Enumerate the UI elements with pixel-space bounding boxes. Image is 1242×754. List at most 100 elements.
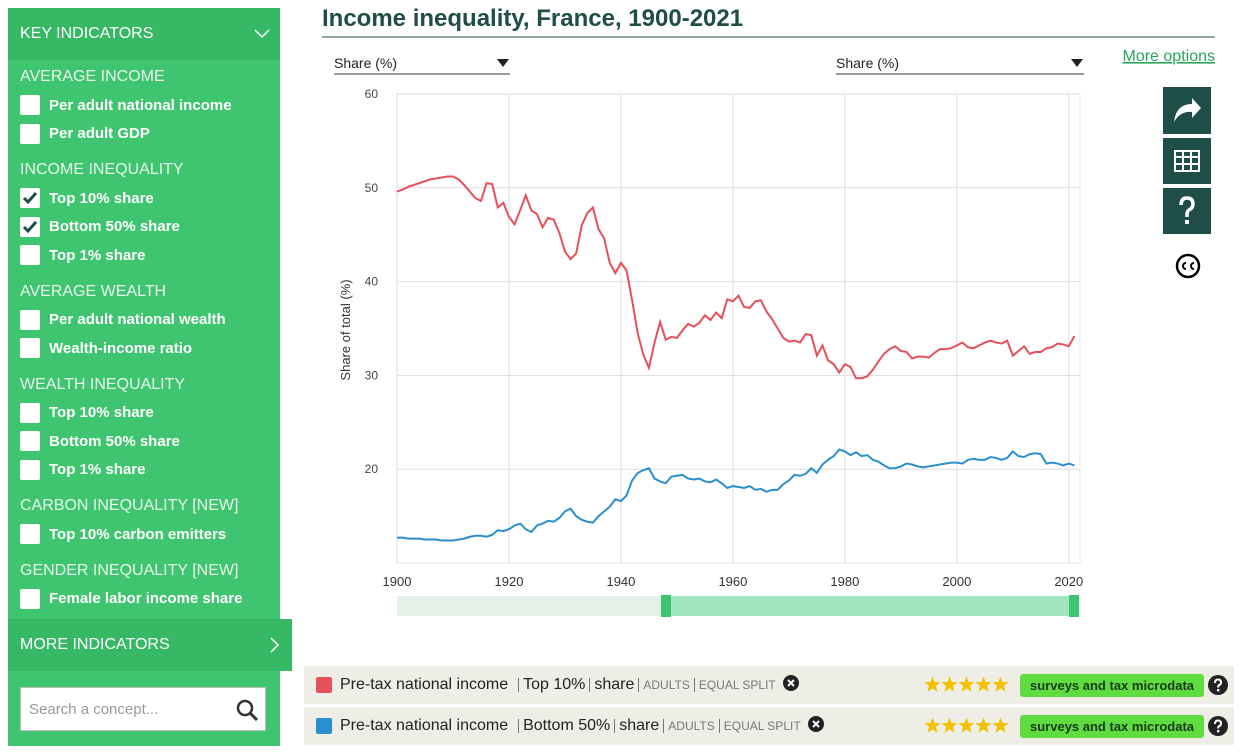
help-button[interactable] bbox=[1208, 675, 1228, 700]
range-handle[interactable] bbox=[1069, 595, 1079, 617]
key-indicators-header[interactable]: KEY INDICATORS bbox=[8, 8, 280, 60]
dropdown-arrow bbox=[497, 59, 509, 67]
star-icon bbox=[941, 717, 958, 733]
y-tick-label: 50 bbox=[365, 181, 379, 195]
separator bbox=[614, 719, 616, 733]
indicator-item[interactable]: Female labor income share bbox=[8, 585, 280, 614]
series-line bbox=[396, 175, 1076, 380]
measure: share bbox=[619, 717, 660, 734]
rating-star bbox=[975, 676, 992, 698]
checkbox[interactable] bbox=[20, 588, 40, 609]
more-options-link[interactable]: More options bbox=[1123, 48, 1216, 65]
indicator-item[interactable]: Per adult national wealth bbox=[8, 306, 280, 335]
indicator-group: GENDER INEQUALITY [NEW] Female labor inco… bbox=[8, 557, 280, 614]
plot-area bbox=[396, 93, 1081, 564]
item-label: Per adult national income bbox=[49, 96, 232, 114]
separator bbox=[589, 678, 591, 692]
rating-star bbox=[941, 676, 958, 698]
x-tick-label: 1920 bbox=[495, 574, 524, 589]
rating-star bbox=[975, 717, 992, 739]
checkbox[interactable] bbox=[20, 459, 40, 480]
checkbox[interactable] bbox=[20, 188, 40, 209]
checkbox[interactable] bbox=[20, 245, 40, 266]
rating-star bbox=[924, 676, 941, 698]
split: EQUAL SPLIT bbox=[698, 678, 776, 692]
checkbox[interactable] bbox=[20, 123, 40, 144]
star-icon bbox=[958, 717, 975, 733]
indicator-item[interactable]: Top 1% share bbox=[8, 456, 280, 485]
remove-button[interactable] bbox=[782, 674, 800, 697]
rating bbox=[924, 717, 1009, 739]
checkbox[interactable] bbox=[20, 216, 40, 237]
item-label: Top 1% share bbox=[49, 461, 146, 479]
indicator-item[interactable]: Wealth-income ratio bbox=[8, 334, 280, 363]
series-name: Pre-tax national income bbox=[340, 717, 509, 734]
indicator-group: AVERAGE INCOME Per adult national income P… bbox=[8, 63, 280, 148]
checkbox[interactable] bbox=[20, 431, 40, 452]
left-select[interactable]: Share (%) bbox=[334, 55, 397, 71]
checkbox[interactable] bbox=[20, 338, 40, 359]
help-button[interactable] bbox=[1208, 716, 1228, 741]
group-title: GENDER INEQUALITY [NEW] bbox=[20, 561, 239, 579]
group-title: INCOME INEQUALITY bbox=[20, 161, 184, 178]
indicator-group: AVERAGE WEALTH Per adult national wealth W… bbox=[8, 278, 280, 363]
item-label: Bottom 50% share bbox=[49, 432, 180, 450]
group-title: CARBON INEQUALITY [NEW] bbox=[20, 497, 239, 514]
checkmark bbox=[22, 192, 38, 205]
y-axis-label: Share of total (%) bbox=[338, 279, 353, 380]
y-tick-label: 40 bbox=[365, 275, 379, 289]
indicator-item[interactable]: Per adult GDP bbox=[8, 120, 280, 149]
split: EQUAL SPLIT bbox=[723, 719, 801, 733]
item-label: Top 10% share bbox=[49, 189, 154, 207]
group-title: WEALTH INEQUALITY bbox=[20, 375, 186, 393]
header-text: KEY INDICATORS bbox=[20, 25, 154, 42]
checkbox[interactable] bbox=[20, 524, 40, 545]
item-label: Female labor income share bbox=[49, 590, 243, 608]
indicator-item[interactable]: Top 10% share bbox=[8, 184, 280, 213]
more-indicators[interactable]: MORE INDICATORS bbox=[8, 619, 292, 671]
series-line bbox=[397, 448, 1075, 542]
chart-title: Income inequality, France, 1900-2021 bbox=[322, 5, 743, 32]
cc-letters bbox=[1182, 262, 1195, 270]
source-badge: surveys and tax microdata bbox=[1020, 714, 1205, 738]
checkbox[interactable] bbox=[20, 309, 40, 330]
checkbox[interactable] bbox=[20, 402, 40, 423]
legend-row: Pre-tax national income Top 10% share ADULT… bbox=[304, 666, 1234, 704]
remove-button[interactable] bbox=[807, 715, 825, 738]
checkbox[interactable] bbox=[20, 95, 40, 116]
legend-swatch bbox=[316, 718, 332, 734]
range-handle[interactable] bbox=[661, 595, 671, 617]
indicator-item[interactable]: Top 10% share bbox=[8, 399, 280, 428]
checkmark bbox=[22, 220, 38, 233]
indicator-item[interactable]: Top 1% share bbox=[8, 241, 280, 270]
indicator-item[interactable]: Bottom 50% share bbox=[8, 213, 280, 242]
range-selection[interactable] bbox=[666, 596, 1074, 616]
x-tick-label: 1960 bbox=[718, 574, 747, 589]
indicator-group: CARBON INEQUALITY [NEW] Top 10% carbon em… bbox=[8, 492, 280, 549]
search-box[interactable]: Search a concept... bbox=[20, 687, 266, 731]
help-dot bbox=[1185, 220, 1189, 224]
help-icon bbox=[1208, 716, 1228, 736]
star-icon bbox=[924, 676, 941, 692]
star-icon bbox=[958, 676, 975, 692]
x-tick-label: 1940 bbox=[606, 574, 635, 589]
dropdown-arrow bbox=[1071, 59, 1083, 67]
remove-icon bbox=[782, 674, 799, 691]
legend-swatch bbox=[316, 677, 332, 693]
rating-star bbox=[958, 676, 975, 698]
group-title: AVERAGE INCOME bbox=[20, 68, 165, 85]
item-label: Bottom 50% share bbox=[49, 218, 180, 236]
indicator-item[interactable]: Top 10% carbon emitters bbox=[8, 520, 280, 549]
indicator-item[interactable]: Bottom 50% share bbox=[8, 427, 280, 456]
x-tick-label: 1900 bbox=[383, 574, 412, 589]
table-button[interactable] bbox=[1163, 138, 1211, 184]
right-select[interactable]: Share (%) bbox=[836, 55, 899, 71]
indicator-item[interactable]: Per adult national income bbox=[8, 91, 280, 120]
star-icon bbox=[975, 676, 992, 692]
separator bbox=[518, 678, 520, 692]
rating-star bbox=[958, 717, 975, 739]
percentile: Top 10% bbox=[523, 676, 586, 693]
item-label: Top 10% carbon emitters bbox=[49, 525, 227, 543]
